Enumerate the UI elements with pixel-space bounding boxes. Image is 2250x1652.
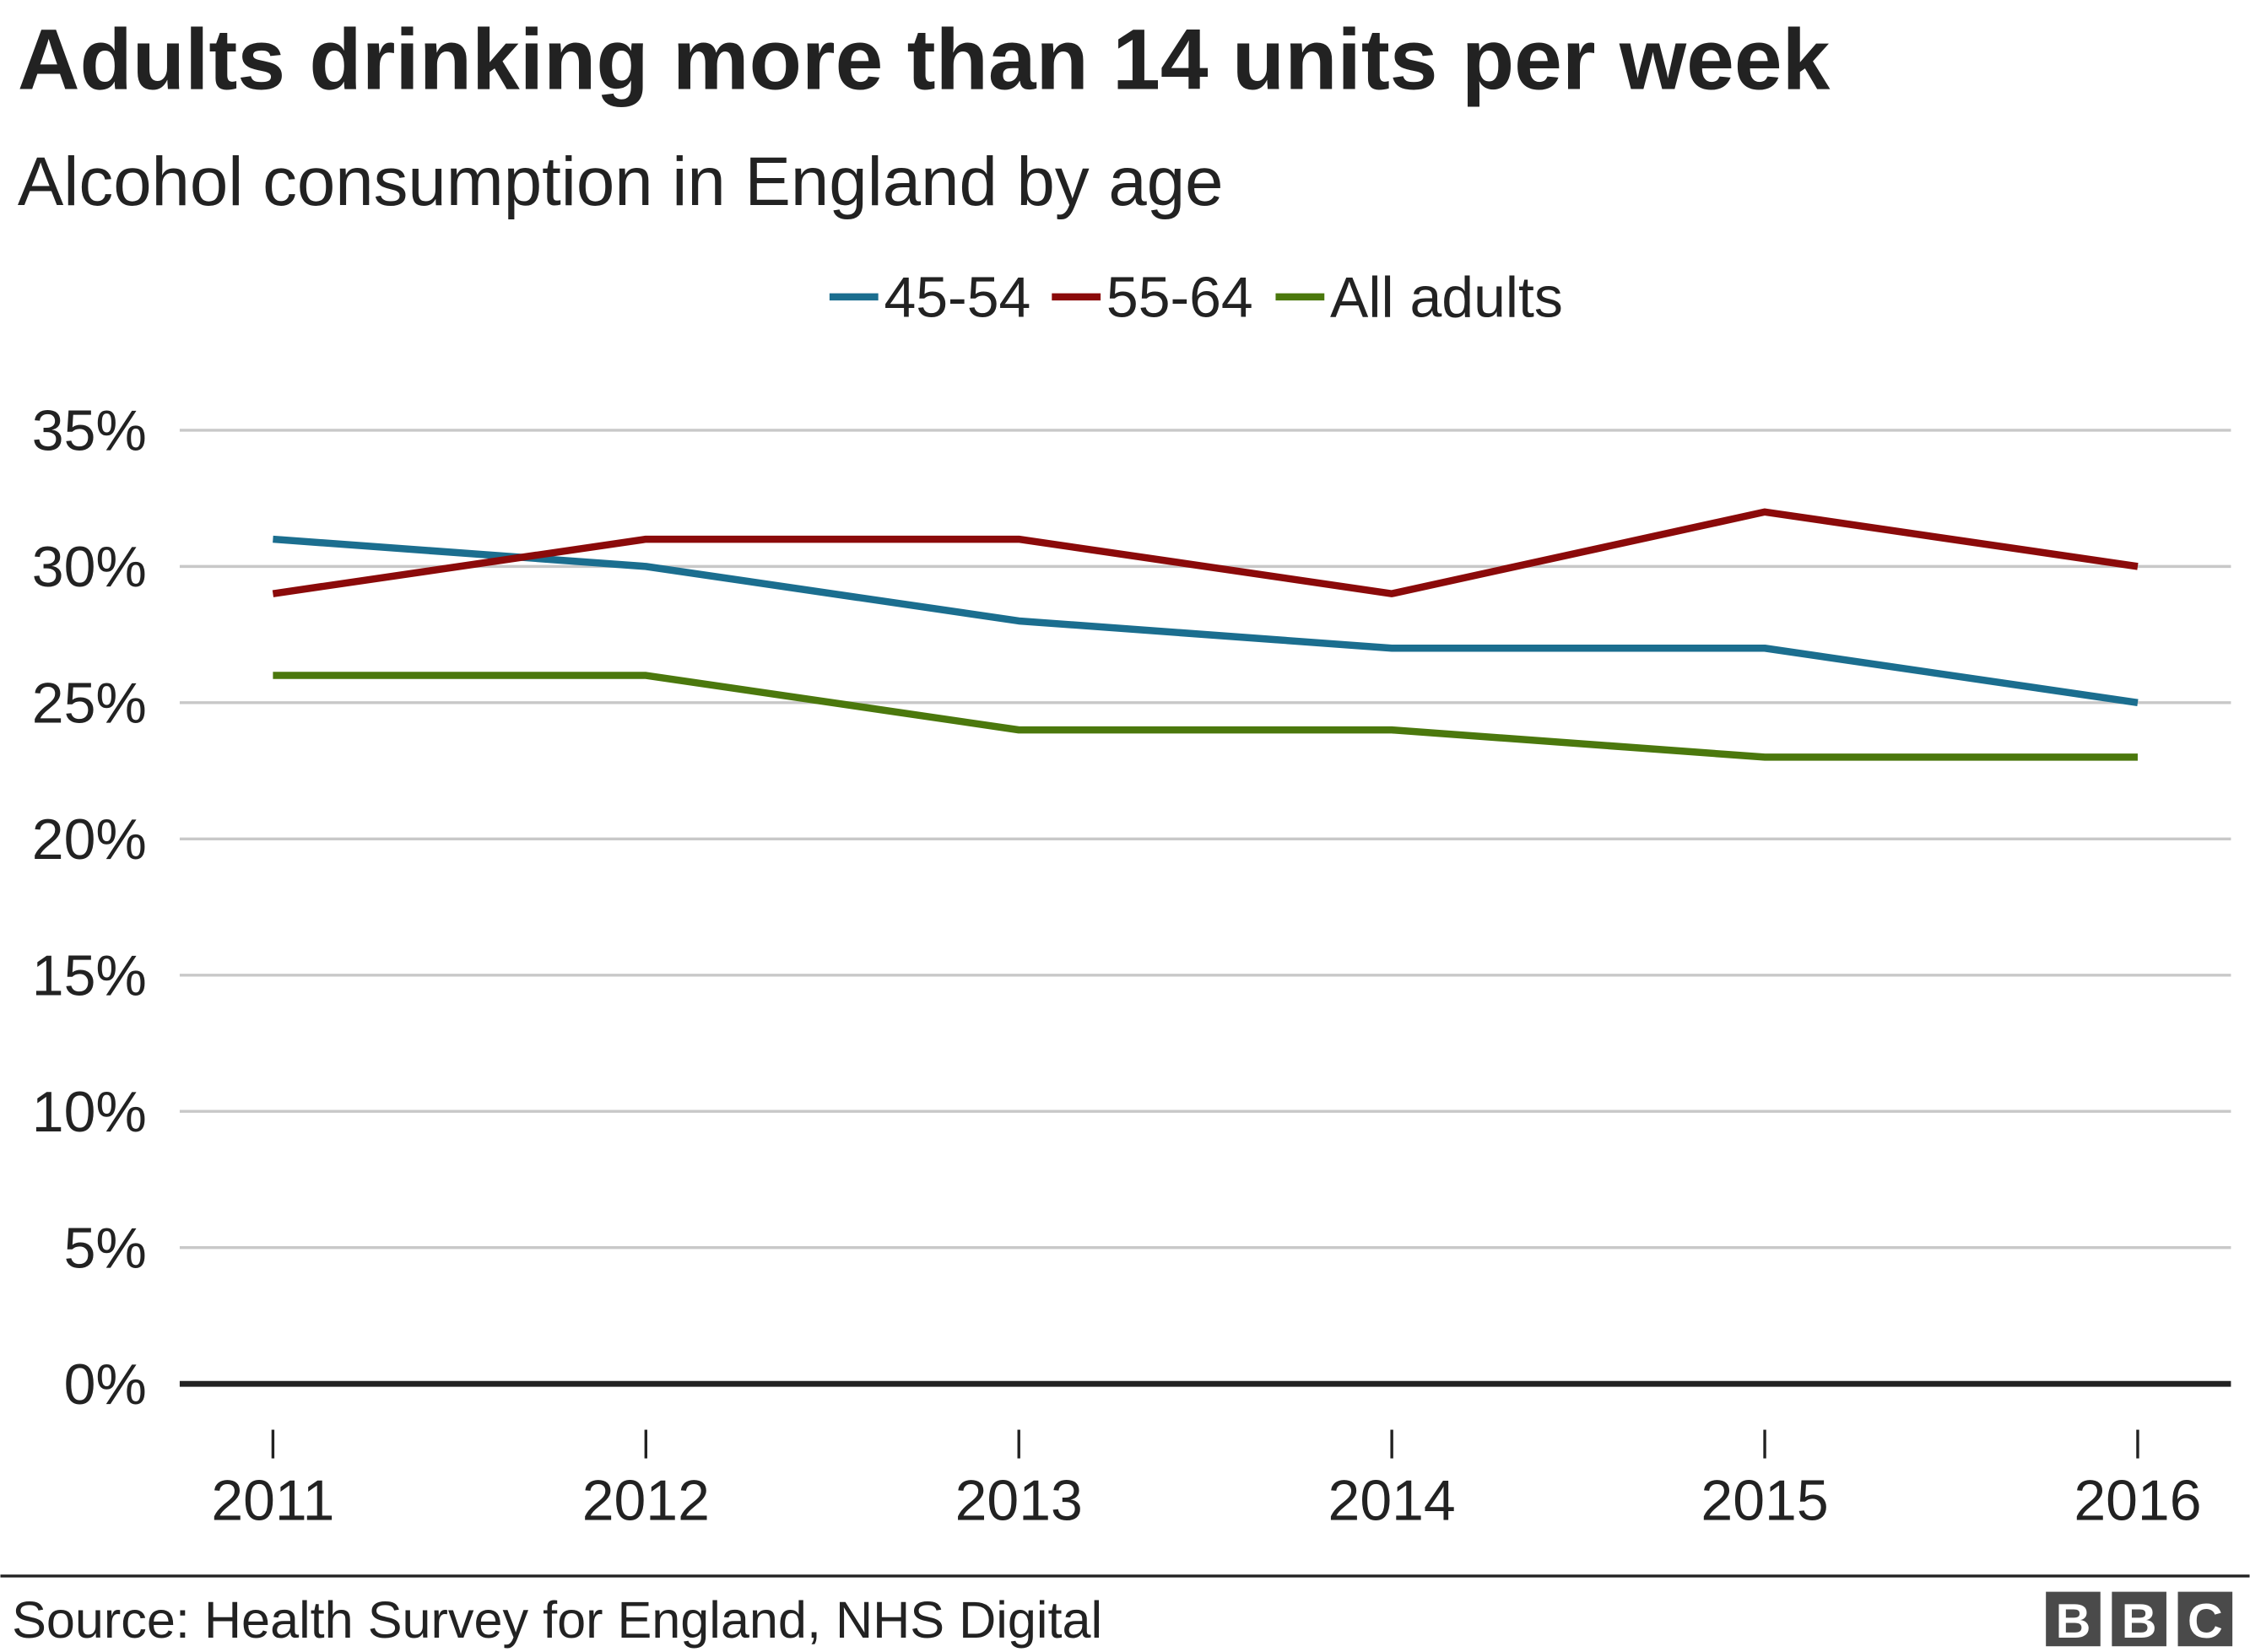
x-tick-label: 2014 xyxy=(1328,1469,1456,1533)
bbc-logo: B B C xyxy=(2046,1591,2233,1649)
x-axis: 2011 2012 2013 2014 2015 2016 xyxy=(211,1429,2202,1533)
x-tick-label: 2016 xyxy=(2074,1469,2201,1533)
y-axis: 0% 5% 10% 15% 20% 25% 30% 35% xyxy=(32,399,147,1417)
y-tick-label: 20% xyxy=(32,807,147,872)
y-tick-label: 25% xyxy=(32,672,147,736)
y-tick-label: 15% xyxy=(32,944,147,1008)
x-tick-label: 2011 xyxy=(211,1469,334,1533)
x-tick-label: 2015 xyxy=(1701,1469,1828,1533)
legend-label: 55-64 xyxy=(1106,266,1253,330)
y-tick-label: 0% xyxy=(64,1352,147,1417)
series-line-55-64 xyxy=(272,508,2139,597)
series-line-45-54 xyxy=(273,535,2139,707)
y-tick-label: 30% xyxy=(32,535,147,599)
chart-subtitle: Alcohol consumption in England by age xyxy=(18,143,1224,220)
legend-label: All adults xyxy=(1330,266,1563,330)
y-tick-label: 35% xyxy=(32,399,147,463)
series-lines xyxy=(272,508,2139,761)
y-tick-label: 5% xyxy=(64,1216,147,1280)
legend-label: 45-54 xyxy=(884,266,1030,330)
legend: 45-54 55-64 All adults xyxy=(829,266,1563,330)
source-note: Source: Health Survey for England, NHS D… xyxy=(12,1591,1102,1649)
svg-text:B: B xyxy=(2122,1595,2157,1649)
svg-text:C: C xyxy=(2188,1595,2223,1649)
x-tick-label: 2013 xyxy=(955,1469,1083,1533)
y-tick-label: 10% xyxy=(32,1080,147,1144)
chart-title: Adults drinking more than 14 units per w… xyxy=(18,11,1831,107)
gridlines xyxy=(179,429,2231,1387)
svg-text:B: B xyxy=(2056,1595,2091,1649)
x-tick-label: 2012 xyxy=(582,1469,710,1533)
series-line-all-adults xyxy=(273,672,2138,761)
